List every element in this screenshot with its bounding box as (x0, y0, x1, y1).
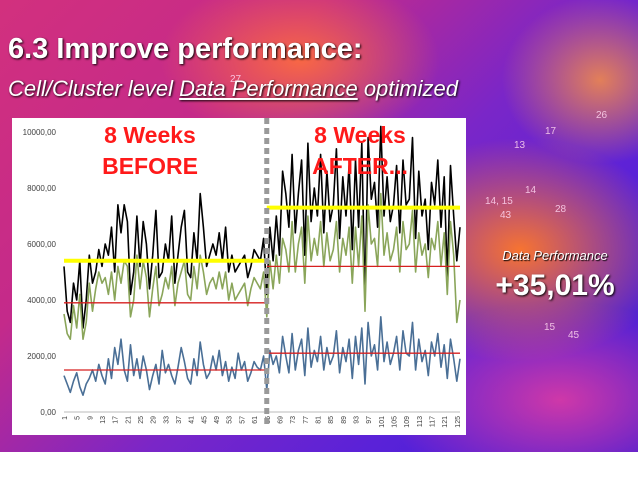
series-line-2 (63, 316, 461, 397)
series-line-0 (63, 125, 461, 329)
x-tick-label: 117 (429, 416, 436, 427)
metric-callout: Data Performance +35,01% (480, 248, 630, 303)
x-tick-label: 17 (113, 416, 120, 424)
x-tick-label: 33 (163, 416, 170, 424)
x-tick-label: 121 (442, 416, 449, 428)
bg-number: 15 (544, 322, 556, 333)
x-tick-label: 53 (227, 416, 234, 424)
y-tick-label: 4000,00 (27, 296, 56, 305)
x-tick-label: 21 (125, 416, 132, 424)
y-tick-label: 0,00 (40, 408, 56, 417)
x-tick-label: 13 (100, 416, 107, 424)
bg-number: 14 (525, 185, 537, 196)
bg-number: 28 (555, 204, 567, 215)
x-tick-label: 45 (201, 416, 208, 424)
y-tick-label: 2000,00 (27, 352, 56, 361)
x-tick-label: 125 (455, 416, 462, 428)
series-line-1 (63, 192, 461, 340)
x-tick-label: 1 (62, 416, 69, 420)
x-tick-label: 85 (328, 416, 335, 424)
before-label-line1: 8 Weeks (104, 122, 196, 148)
x-tick-label: 93 (353, 416, 360, 424)
slide: 27 17 13 14 28 14, 15 43 15 45 26 6.3 Im… (0, 0, 638, 452)
bg-number: 13 (514, 140, 526, 151)
x-tick-label: 37 (176, 416, 183, 424)
before-label-line2: BEFORE (102, 153, 198, 179)
x-tick-label: 73 (290, 416, 297, 424)
x-tick-label: 25 (138, 416, 145, 424)
y-tick-label: 8000,00 (27, 184, 56, 193)
x-tick-label: 69 (277, 416, 284, 424)
x-tick-label: 105 (391, 416, 398, 428)
subtitle-underlined: Data Performance (179, 76, 358, 101)
x-tick-label: 9 (87, 416, 94, 420)
x-tick-label: 81 (315, 416, 322, 424)
metric-value: +35,01% (495, 269, 615, 302)
x-tick-label: 109 (404, 416, 411, 428)
x-tick-label: 57 (239, 416, 246, 424)
slide-title: 6.3 Improve performance: (8, 33, 363, 65)
x-tick-label: 97 (366, 416, 373, 424)
chart-panel: 0,00 2000,00 4000,00 6000,00 8000,00 10000,00… (12, 118, 466, 435)
x-tick-label: 101 (379, 416, 386, 428)
after-label-line1: 8 Weeks (314, 122, 406, 148)
y-tick-label: 10000,00 (23, 128, 57, 137)
bg-number: 26 (596, 110, 608, 121)
slide-subtitle: Cell/Cluster level Data Performance opti… (8, 76, 458, 102)
bg-number: 14, 15 (485, 196, 513, 207)
x-tick-label: 77 (303, 416, 310, 424)
after-label: 8 Weeks AFTER... (300, 120, 420, 182)
bg-number: 17 (545, 126, 557, 137)
metric-label: Data Performance (502, 248, 608, 263)
x-tick-label: 61 (252, 416, 259, 424)
x-tick-label: 113 (417, 416, 424, 427)
y-tick-label: 6000,00 (27, 240, 56, 249)
bg-number: 27 (230, 74, 242, 85)
after-label-line2: AFTER... (312, 153, 408, 179)
before-label: 8 Weeks BEFORE (90, 120, 210, 182)
bg-number: 45 (568, 330, 580, 341)
subtitle-prefix: Cell/Cluster level (8, 76, 180, 101)
bg-number: 43 (500, 210, 512, 221)
x-tick-label: 89 (341, 416, 348, 424)
x-tick-label: 49 (214, 416, 221, 424)
x-tick-label: 29 (151, 416, 158, 424)
x-tick-label: 5 (75, 416, 82, 420)
x-tick-label: 41 (189, 416, 196, 424)
subtitle-suffix: optimized (357, 76, 458, 101)
line-chart: 0,00 2000,00 4000,00 6000,00 8000,00 10000,00… (23, 118, 462, 428)
